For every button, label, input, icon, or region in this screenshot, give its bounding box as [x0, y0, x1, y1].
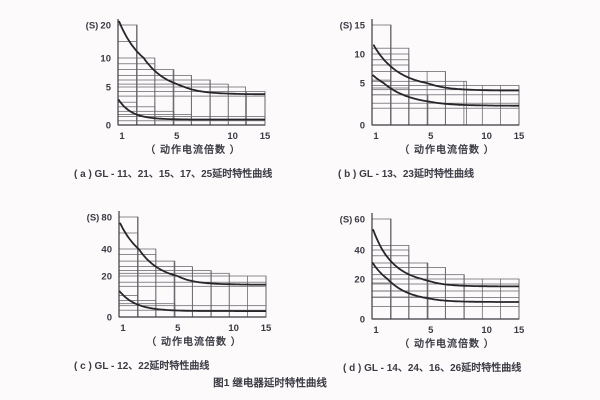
svg-text:0: 0 — [360, 121, 365, 132]
svg-text:5: 5 — [175, 323, 181, 334]
svg-text:15: 15 — [514, 131, 525, 142]
svg-text:10: 10 — [481, 131, 492, 142]
svg-text:60: 60 — [354, 215, 365, 226]
svg-text:10: 10 — [354, 50, 365, 61]
svg-text:15: 15 — [261, 323, 272, 334]
svg-text:15: 15 — [260, 131, 271, 142]
svg-text:15: 15 — [514, 325, 525, 336]
svg-text:10: 10 — [100, 54, 111, 65]
chart-a-caption: ( a ) GL - 11、21、15、17、25延时特性曲线 — [74, 169, 273, 180]
chart-d-caption: ( d ) GL - 14、24、16、26延时特性曲线 — [343, 363, 522, 374]
chart-c-caption: ( c ) GL - 12、22延时特性曲线 — [74, 361, 210, 372]
svg-text:5: 5 — [106, 83, 112, 94]
svg-text:0: 0 — [106, 121, 111, 132]
svg-text:40: 40 — [101, 245, 112, 256]
svg-text:1: 1 — [373, 325, 379, 336]
svg-text:20: 20 — [101, 272, 112, 283]
svg-text:10: 10 — [228, 323, 239, 334]
figure-caption: 图1 继电器延时特性曲线 — [213, 377, 327, 389]
chart-a: 0 5 10 20 1 5 10 15 (S) （ 动作电流倍数 ） ( a ) GL - 11… — [58, 13, 310, 180]
svg-text:(S): (S) — [340, 21, 353, 32]
svg-text:5: 5 — [360, 79, 366, 90]
svg-text:10: 10 — [481, 325, 492, 336]
chart-c-xaxis-label: （ 动作电流倍数 ） — [146, 337, 242, 348]
chart-b-xaxis-label: （ 动作电流倍数 ） — [399, 145, 495, 156]
svg-text:20: 20 — [354, 275, 365, 286]
svg-text:1: 1 — [119, 131, 125, 142]
svg-text:15: 15 — [354, 21, 365, 32]
svg-text:40: 40 — [354, 246, 365, 257]
svg-text:80: 80 — [101, 213, 112, 224]
chart-d-xaxis-label: （ 动作电流倍数 ） — [399, 339, 495, 350]
chart-b: 0 5 10 15 1 5 10 15 (S) （ 动作电流倍数 ） ( b ) GL - 13… — [312, 13, 564, 180]
svg-text:(S): (S) — [86, 21, 99, 32]
svg-text:0: 0 — [360, 315, 365, 326]
chart-c: 0 20 40 80 1 5 10 15 (S) （ 动作电流倍数 ） ( c ) GL - 1… — [59, 205, 311, 372]
svg-text:20: 20 — [100, 21, 111, 32]
svg-text:5: 5 — [428, 131, 434, 142]
svg-text:10: 10 — [227, 131, 238, 142]
svg-text:0: 0 — [107, 313, 112, 324]
svg-text:(S): (S) — [87, 213, 100, 224]
svg-text:5: 5 — [174, 131, 180, 142]
svg-text:1: 1 — [120, 323, 126, 334]
chart-d: 0 20 40 60 1 5 10 15 (S) （ 动作电流倍数 ） ( d ) GL - 1… — [312, 207, 564, 374]
svg-text:1: 1 — [373, 131, 379, 142]
svg-text:5: 5 — [428, 325, 434, 336]
svg-text:(S): (S) — [340, 215, 353, 226]
chart-a-xaxis-label: （ 动作电流倍数 ） — [145, 145, 241, 156]
chart-b-caption: ( b ) GL - 13、23延时特性曲线 — [338, 169, 474, 180]
